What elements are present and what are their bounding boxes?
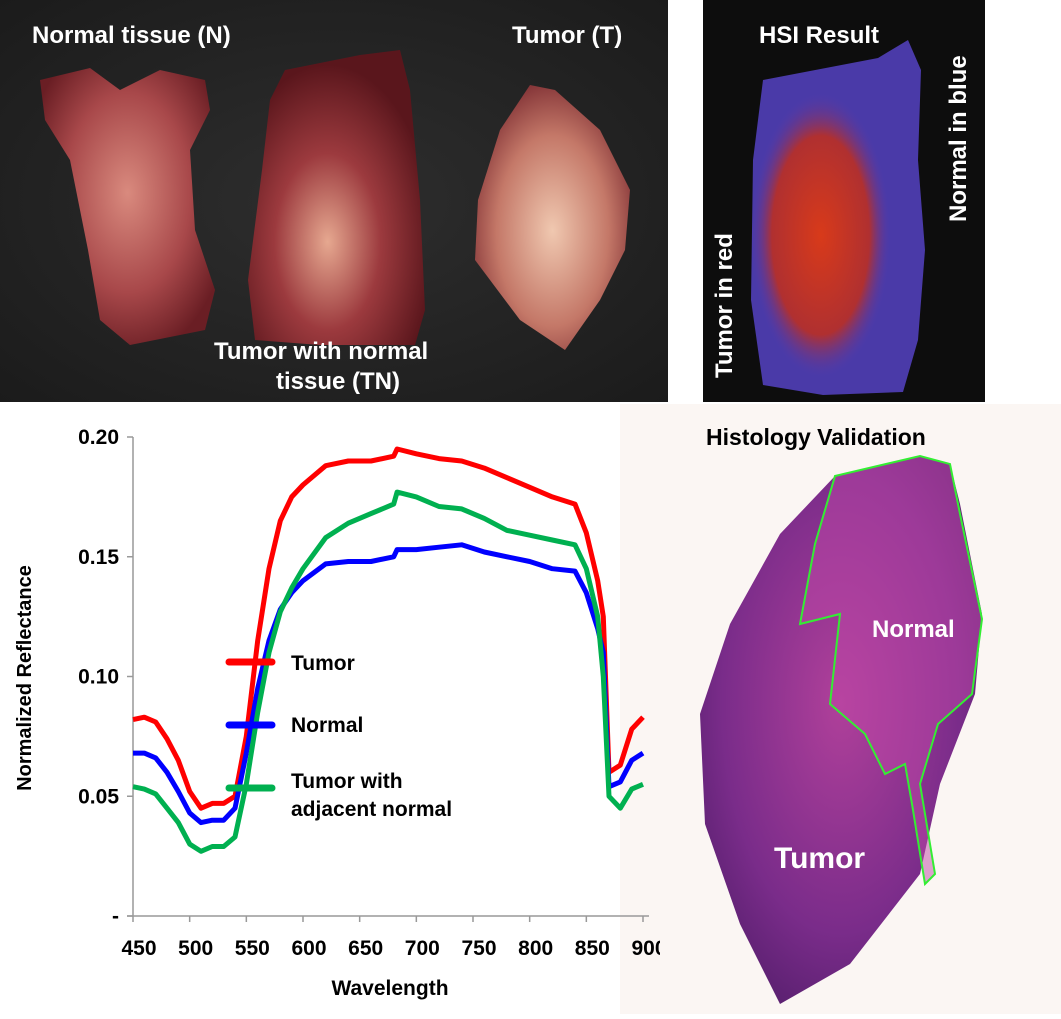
label-tumor-with-normal-2: tissue (TN) — [276, 368, 401, 395]
normal-tissue-specimen — [40, 68, 215, 345]
y-tick-label: - — [112, 905, 119, 928]
x-tick-label: 750 — [461, 937, 496, 960]
label-normal-tissue: Normal tissue (N) — [32, 22, 231, 49]
series-line-tumor-with-adjacent-normal — [132, 489, 644, 854]
tumor-specimen — [475, 85, 630, 350]
tissue-photo: Normal tissue (N) Tumor (T) Tumor with n… — [0, 0, 668, 402]
series-line-tumor — [132, 446, 645, 811]
hsi-classification-image — [751, 40, 925, 395]
histology-panel: Histology Validation Normal Tumor — [620, 404, 1061, 1014]
x-tick-label: 450 — [121, 937, 156, 960]
label-tumor: Tumor (T) — [512, 22, 623, 49]
y-tick-label: 0.10 — [78, 666, 119, 689]
tissue-specimens-image — [40, 50, 630, 350]
x-tick-label: 700 — [405, 937, 440, 960]
y-tick-label: 0.05 — [78, 785, 119, 808]
label-tumor-region: Tumor — [774, 842, 866, 875]
legend-label-tumor: Tumor — [291, 652, 355, 675]
tumor-normal-specimen — [248, 50, 425, 345]
label-normal-in-blue: Normal in blue — [945, 55, 972, 222]
label-tumor-in-red: Tumor in red — [711, 233, 738, 378]
hsi-result-panel: HSI Result Tumor in red Normal in blue — [703, 0, 985, 402]
label-normal-region: Normal — [872, 616, 955, 643]
hsi-title: HSI Result — [759, 22, 880, 49]
legend-label-tumor-adjacent-1: Tumor with — [291, 770, 403, 793]
histology-title: Histology Validation — [706, 424, 926, 450]
y-axis-label: Normalized Reflectance — [14, 565, 36, 791]
histology-slide-image — [700, 454, 984, 1004]
legend-label-normal: Normal — [291, 714, 363, 737]
legend-label-tumor-adjacent-2: adjacent normal — [291, 798, 452, 821]
x-tick-label: 500 — [178, 937, 213, 960]
y-tick-label: 0.15 — [78, 546, 119, 569]
reflectance-chart: - 0.05 0.10 0.15 0.20 450 500 550 600 650 700 750 80… — [14, 426, 660, 1000]
series-line-normal — [133, 542, 645, 826]
x-tick-label: 800 — [518, 937, 553, 960]
x-tick-label: 900 — [631, 937, 660, 960]
x-tick-label: 600 — [291, 937, 326, 960]
x-tick-label: 650 — [348, 937, 383, 960]
y-tick-label: 0.20 — [78, 426, 119, 449]
x-axis-label: Wavelength — [331, 977, 448, 1000]
x-tick-label: 550 — [235, 937, 270, 960]
legend: Tumor Normal Tumor with adjacent normal — [225, 652, 452, 821]
label-tumor-with-normal: Tumor with normal — [214, 338, 429, 365]
x-tick-label: 850 — [575, 937, 610, 960]
